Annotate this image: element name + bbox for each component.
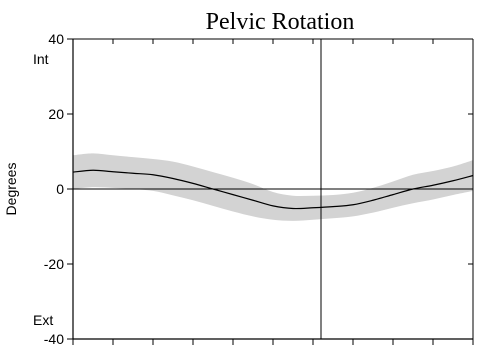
plot-area: -40 -20 0 20 40 Int Ext — [33, 31, 474, 347]
series-line-0 — [72, 169, 474, 210]
bottom-annotation-ext: Ext — [33, 312, 53, 328]
y-tick-label: 40 — [48, 31, 64, 47]
chart-title: Pelvic Rotation — [206, 9, 355, 35]
y-tick-label: -20 — [44, 256, 64, 272]
sd-band — [73, 153, 473, 221]
y-axis-label: Degrees — [3, 163, 19, 216]
y-tick-label: -40 — [44, 331, 64, 347]
y-tick-label: 20 — [48, 106, 64, 122]
y-tick-label: 0 — [56, 181, 64, 197]
top-annotation-int: Int — [33, 51, 49, 67]
